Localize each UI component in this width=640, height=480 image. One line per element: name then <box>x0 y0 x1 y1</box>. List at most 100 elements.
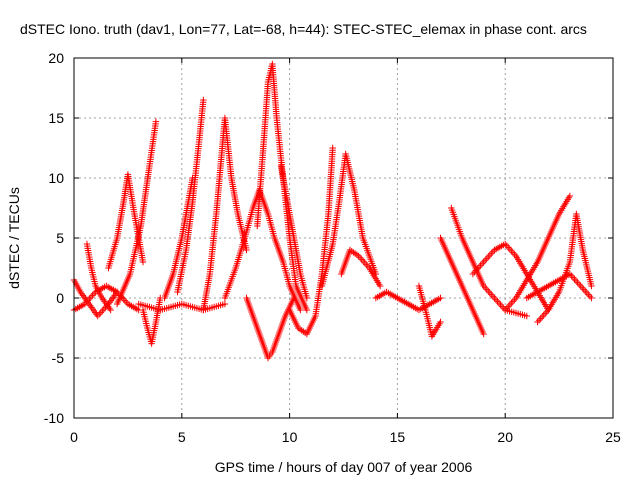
data-point-marker <box>588 294 595 302</box>
data-point-marker <box>97 309 104 316</box>
data-point-marker <box>509 298 517 305</box>
data-point-marker <box>506 245 514 253</box>
data-point-marker <box>497 301 504 309</box>
data-point-marker <box>568 272 575 279</box>
data-point-marker <box>585 291 592 298</box>
arc-series <box>437 234 487 338</box>
y-tick-label: 0 <box>56 290 64 306</box>
data-point-marker <box>486 289 493 297</box>
data-point-marker <box>297 306 304 314</box>
arc-series <box>174 96 207 296</box>
data-point-marker <box>243 246 250 254</box>
x-tick-label: 25 <box>605 429 621 445</box>
arc-series <box>469 240 552 314</box>
data-point-marker <box>486 251 493 259</box>
data-point-marker <box>574 279 581 286</box>
arc-series <box>139 294 164 347</box>
data-point-marker <box>107 306 114 314</box>
grid-lines <box>74 58 613 418</box>
data-point-marker <box>571 275 578 283</box>
data-point-marker <box>480 258 487 266</box>
data-point-marker <box>540 311 547 319</box>
data-point-marker <box>489 293 497 300</box>
data-point-marker <box>534 318 541 326</box>
data-point-marker <box>86 295 93 303</box>
data-point-marker <box>498 303 506 310</box>
y-tick-label: 15 <box>48 110 64 126</box>
data-point-marker <box>329 144 336 152</box>
data-point-marker <box>437 294 444 302</box>
arc-series <box>372 288 444 314</box>
chart-title: dSTEC Iono. truth (dav1, Lon=77, Lat=-68… <box>20 21 587 37</box>
data-point-marker <box>361 259 368 267</box>
arc-series <box>277 162 311 302</box>
data-point-marker <box>523 312 530 320</box>
data-point-marker <box>363 261 370 268</box>
data-point-marker <box>437 318 444 326</box>
data-point-marker <box>481 257 489 264</box>
data-point-marker <box>586 293 594 300</box>
data-points <box>70 60 595 362</box>
data-point-marker <box>478 260 486 267</box>
data-point-marker <box>575 281 583 288</box>
data-point-marker <box>492 296 500 303</box>
data-point-marker <box>494 298 501 305</box>
data-point-marker <box>480 330 487 338</box>
x-tick-label: 10 <box>282 429 298 445</box>
arc-series <box>523 270 595 302</box>
arc-series <box>338 246 384 290</box>
arc-series <box>318 150 380 290</box>
arc-series <box>83 240 114 314</box>
data-point-marker <box>588 282 595 290</box>
y-tick-label: 20 <box>48 50 64 66</box>
data-point-marker <box>566 192 574 200</box>
x-tick-label: 5 <box>178 429 186 445</box>
arc-series <box>286 144 336 338</box>
data-point-marker <box>152 118 160 125</box>
data-point-marker <box>99 307 106 315</box>
arc-series <box>221 186 304 314</box>
data-point-marker <box>200 96 207 104</box>
data-point-marker <box>506 301 514 309</box>
data-point-marker <box>488 291 495 298</box>
data-point-marker <box>508 299 515 307</box>
data-point-marker <box>577 282 584 290</box>
arc-series <box>161 174 196 302</box>
data-point-marker <box>221 300 229 308</box>
data-point-marker <box>509 249 517 256</box>
data-point-marker <box>483 255 490 262</box>
y-tick-label: -5 <box>52 350 65 366</box>
data-point-marker <box>290 294 298 302</box>
arc-series <box>113 118 160 308</box>
data-point-marker <box>376 282 384 290</box>
arc-series <box>135 300 229 314</box>
data-point-marker <box>508 247 515 255</box>
arc-series <box>200 114 250 314</box>
data-point-marker <box>485 287 492 295</box>
data-point-marker <box>96 311 103 318</box>
y-tick-label: 10 <box>48 170 64 186</box>
data-point-marker <box>537 315 544 322</box>
axis-ticks: 0 5 10 15 20 25 -10 -5 0 5 10 15 20 <box>44 50 621 445</box>
arc-series <box>105 171 147 272</box>
arc-series <box>415 282 444 340</box>
y-axis-label: dSTEC / TECUs <box>6 187 22 289</box>
x-tick-label: 15 <box>390 429 406 445</box>
data-point-marker <box>583 289 591 297</box>
data-point-marker <box>87 293 95 301</box>
data-point-marker <box>360 257 367 265</box>
data-point-marker <box>535 317 543 324</box>
data-point-marker <box>582 287 589 295</box>
data-point-marker <box>503 242 510 249</box>
data-point-marker <box>579 284 586 291</box>
arc-series <box>534 210 595 326</box>
data-point-marker <box>572 277 580 285</box>
arc-series <box>243 294 298 362</box>
data-point-marker <box>139 258 147 266</box>
data-point-marker <box>303 306 311 314</box>
data-point-marker <box>580 286 587 293</box>
data-point-marker <box>303 294 311 302</box>
data-point-marker <box>358 256 365 263</box>
x-tick-label: 20 <box>497 429 513 445</box>
